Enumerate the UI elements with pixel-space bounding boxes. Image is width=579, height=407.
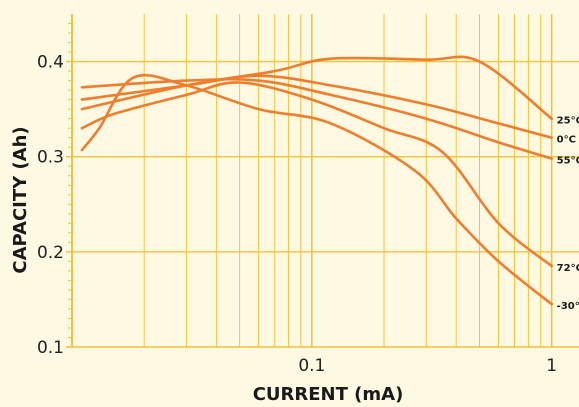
series-label: -30°C bbox=[557, 301, 579, 312]
series-label: 25°C bbox=[557, 116, 579, 127]
axis-titles: CURRENT (mA) CAPACITY (Ah) bbox=[10, 126, 403, 405]
y-tick-label: 0.2 bbox=[37, 243, 64, 263]
series-line bbox=[80, 73, 553, 306]
series-line bbox=[80, 55, 553, 120]
y-tick-label: 0.3 bbox=[37, 148, 64, 168]
y-tick-label: 0.4 bbox=[37, 53, 64, 73]
x-axis-title: CURRENT (mA) bbox=[253, 384, 404, 405]
labels: 0.1 0.2 0.3 0.4 0.1 1 25°C 0°C 55°C 72°C -30°C bbox=[37, 53, 579, 376]
y-axis-title: CAPACITY (Ah) bbox=[10, 126, 31, 273]
series-label: 55°C bbox=[557, 156, 579, 167]
grid bbox=[66, 14, 579, 348]
series-label: 72°C bbox=[557, 263, 579, 274]
series-label: 0°C bbox=[557, 135, 576, 146]
series-line bbox=[80, 77, 553, 160]
x-tick-label: 1 bbox=[546, 356, 557, 376]
y-tick-label: 0.1 bbox=[37, 338, 64, 358]
series-line bbox=[80, 81, 553, 268]
series-lines bbox=[80, 55, 553, 306]
series-line bbox=[80, 74, 553, 139]
x-tick-label: 0.1 bbox=[298, 356, 325, 376]
